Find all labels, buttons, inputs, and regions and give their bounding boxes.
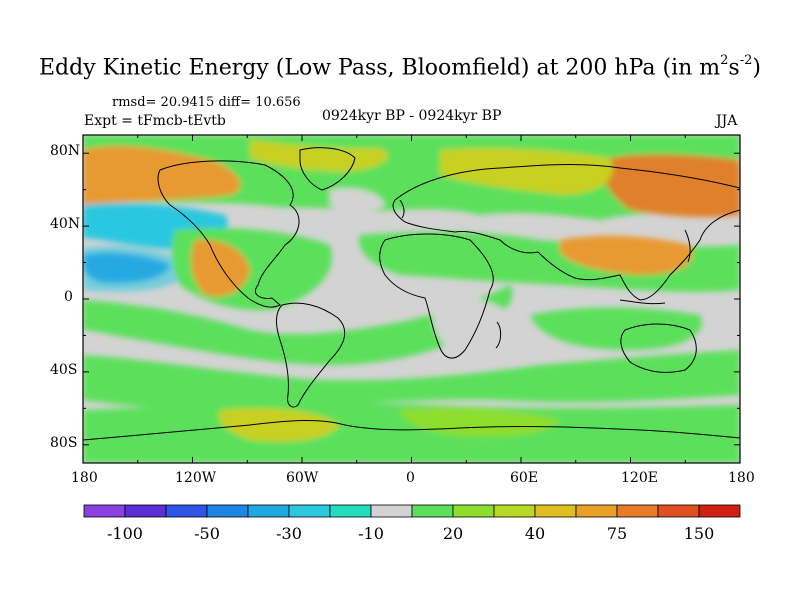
season-label: JJA — [716, 113, 738, 129]
lat-label-80n: 80N — [50, 143, 81, 159]
lon-label-180e: 180 — [728, 470, 755, 486]
colorbar-box — [124, 504, 167, 518]
tropical-green — [83, 285, 513, 365]
colorbar-label: 20 — [443, 524, 463, 543]
lon-label-120w: 120W — [175, 470, 217, 486]
lat-label-0: 0 — [64, 289, 73, 305]
colorbar-label: 150 — [684, 524, 715, 543]
south-america-outline — [276, 302, 346, 408]
indian-ocean-green — [530, 307, 702, 350]
colorbar-box — [493, 504, 536, 518]
greenland-outline — [299, 147, 356, 191]
lon-label-0: 0 — [406, 470, 415, 486]
colorbar-box — [452, 504, 495, 518]
lat-label-80s: 80S — [50, 435, 78, 451]
eurasia-yellow — [440, 147, 613, 195]
colorbar-box — [165, 504, 208, 518]
lat-label-40n: 40N — [50, 216, 81, 232]
lat-label-40s: 40S — [50, 362, 78, 378]
atlantic-grey — [330, 188, 385, 213]
colorbar-box — [534, 504, 577, 518]
coastlines — [83, 147, 740, 441]
pacific-cyan-2 — [83, 246, 190, 292]
africa-grey — [433, 298, 515, 352]
colorbar-box — [83, 504, 126, 518]
colorbar-box — [206, 504, 249, 518]
africa-outline — [379, 233, 494, 359]
colorbar-label: -50 — [194, 524, 220, 543]
colorbar-box — [575, 504, 618, 518]
antarctica-outline — [83, 420, 740, 441]
experiment-label: Expt = tFmcb-tEvtb — [84, 113, 226, 129]
lon-label-60e: 60E — [510, 470, 539, 486]
australia-outline — [620, 323, 697, 373]
colorbar-box — [411, 504, 454, 518]
colorbar-box — [616, 504, 659, 518]
colorbar-box — [657, 504, 700, 518]
asia-orange — [560, 235, 693, 275]
colorbar-label: -30 — [276, 524, 302, 543]
colorbar-box — [329, 504, 372, 518]
page-title: Eddy Kinetic Energy (Low Pass, Bloomfiel… — [39, 53, 761, 81]
lon-label-60w: 60W — [286, 470, 319, 486]
lon-label-120e: 120E — [621, 470, 658, 486]
uk-outline — [399, 199, 405, 219]
indonesia-outline — [619, 299, 666, 305]
rmsd-stat: rmsd= 20.9415 diff= 10.656 — [112, 95, 301, 110]
colorbar-label: -10 — [358, 524, 384, 543]
south-green — [83, 350, 740, 411]
arctic-orange-west — [83, 145, 241, 205]
axis-ticks — [82, 135, 741, 463]
lon-label-180w: 180 — [71, 470, 98, 486]
colorbar-box — [370, 504, 413, 518]
colorbar-label: 40 — [525, 524, 545, 543]
period-label: 0924kyr BP - 0924kyr BP — [322, 108, 502, 124]
colorbar-box — [247, 504, 290, 518]
colorbar-box — [288, 504, 331, 518]
colorbar-label: -100 — [107, 524, 143, 543]
antarctic-yellow — [218, 408, 340, 442]
antarctic-lightgreen — [400, 408, 560, 437]
north-america-outline — [157, 160, 300, 308]
eurasia-outline — [392, 164, 740, 301]
colorbar-box — [698, 504, 741, 518]
colorbar-label: 75 — [607, 524, 627, 543]
namerica-orange — [191, 239, 250, 297]
field-layer — [83, 135, 740, 463]
madagascar-outline — [495, 321, 502, 349]
japan-outline — [684, 229, 691, 263]
